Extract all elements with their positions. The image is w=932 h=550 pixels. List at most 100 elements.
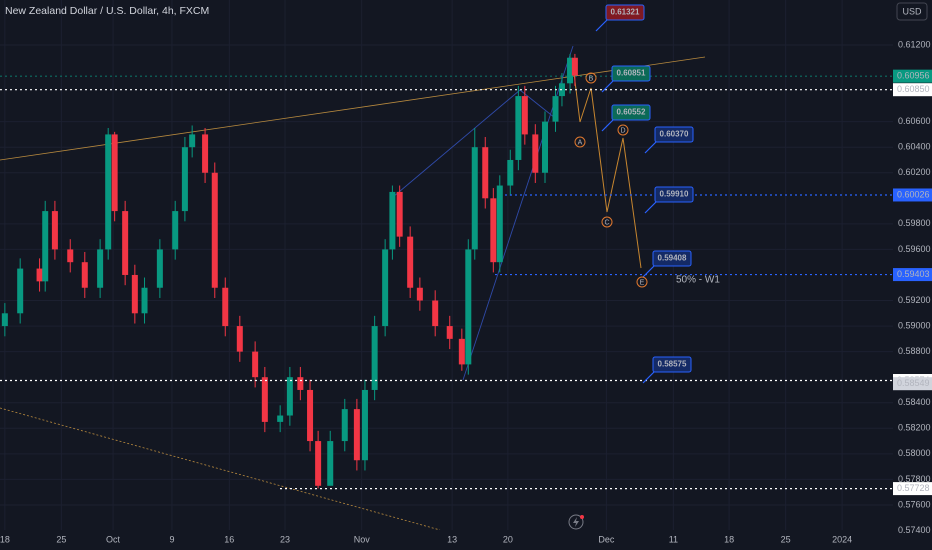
candle-body xyxy=(156,249,163,288)
candle-body xyxy=(389,191,396,250)
price-tag xyxy=(893,83,932,97)
x-tick-label: 18 xyxy=(0,534,10,544)
candle-body xyxy=(507,159,514,186)
x-tick-label: 13 xyxy=(447,534,457,544)
currency-button[interactable] xyxy=(896,2,928,21)
y-tick-label: 0.57800 xyxy=(898,474,931,484)
x-tick-label: 9 xyxy=(169,534,174,544)
candle-body xyxy=(307,389,314,442)
candle-body xyxy=(181,147,188,212)
candle-body xyxy=(36,268,43,282)
currency-label[interactable]: USD xyxy=(902,6,922,16)
trend-line xyxy=(0,407,441,531)
x-tick-label: Oct xyxy=(106,534,121,544)
candle-body xyxy=(361,389,368,461)
x-tick-label: 25 xyxy=(56,534,66,544)
y-tick-label: 0.61200 xyxy=(898,39,931,49)
price-tag xyxy=(893,268,932,282)
annotation-label: 0.60552 xyxy=(617,108,646,117)
wave-marker xyxy=(585,72,597,84)
annotation-label: 0.61321 xyxy=(611,8,640,17)
price-tag xyxy=(893,377,932,391)
alert-icon[interactable] xyxy=(568,514,584,530)
y-tick-label: 0.58400 xyxy=(898,397,931,407)
y-tick-label: 0.60200 xyxy=(898,167,931,177)
x-tick-label: Dec xyxy=(598,534,615,544)
channel-line xyxy=(392,89,521,198)
annotation-box xyxy=(654,186,694,203)
candle-body xyxy=(286,377,293,416)
price-tag-label: 0.59403 xyxy=(897,269,930,279)
candle-body xyxy=(211,172,218,288)
y-tick-label: 0.60400 xyxy=(898,142,931,152)
x-tick-label: Nov xyxy=(354,534,371,544)
price-tag xyxy=(893,482,932,496)
candle-body xyxy=(521,96,528,135)
candle-body xyxy=(42,211,49,282)
x-tick-label: 18 xyxy=(724,534,734,544)
annotation-label: 0.58575 xyxy=(658,360,687,369)
candle-body xyxy=(458,338,465,365)
annotation-label: 0.59910 xyxy=(660,190,689,199)
annotation-label: 0.60851 xyxy=(617,69,646,78)
annotation-box xyxy=(611,104,651,121)
wave-marker xyxy=(574,136,586,148)
price-tag xyxy=(893,69,932,83)
candle-body xyxy=(396,191,403,237)
y-tick-label: 0.59600 xyxy=(898,244,931,254)
wave-label: E xyxy=(640,279,645,286)
candle-body xyxy=(490,198,497,263)
candle-body xyxy=(81,262,88,288)
candle-body xyxy=(67,249,74,263)
y-tick-label: 0.58200 xyxy=(898,423,931,433)
annotation-pointer xyxy=(595,18,609,32)
candle-body xyxy=(1,313,8,327)
candle-body xyxy=(515,96,522,160)
candles xyxy=(1,53,578,489)
annotation-pointer xyxy=(642,264,656,278)
candle-body xyxy=(432,300,439,327)
candle-body xyxy=(341,409,348,442)
candle-body xyxy=(236,326,243,352)
wave-label: B xyxy=(589,75,594,82)
candle-body xyxy=(407,236,414,288)
wave-marker xyxy=(601,216,613,228)
candle-body xyxy=(122,211,129,275)
x-tick-label: 16 xyxy=(224,534,234,544)
x-tick-label: 11 xyxy=(669,534,678,544)
candle-body xyxy=(111,134,118,212)
annotation-pointer xyxy=(644,140,658,154)
wave-path xyxy=(572,64,642,269)
overlay: 0.61321 0.60851 0.60552 0.60370 0.59910 0.594… xyxy=(0,4,893,490)
annotation-label: 0.60370 xyxy=(660,130,689,139)
candle-body xyxy=(172,211,179,250)
annotation-box xyxy=(652,250,692,267)
x-tick-label: 2024 xyxy=(832,534,852,544)
y-tick-label: 0.57600 xyxy=(898,499,931,509)
annotation-pointer xyxy=(644,200,658,214)
candle-body xyxy=(17,268,24,314)
candle-body xyxy=(297,377,304,390)
axes: 0.61200 0.60600 0.60400 0.60200 0.59800 0.596… xyxy=(0,39,932,544)
candle-body xyxy=(222,287,229,327)
candle-body xyxy=(261,377,268,422)
candle-body xyxy=(315,441,322,486)
candle-body xyxy=(252,351,259,378)
annotation-label: 0.59408 xyxy=(658,254,687,263)
alert-dot xyxy=(580,515,584,519)
candle-body xyxy=(189,134,196,148)
price-tag-label: 0.58549 xyxy=(897,378,930,388)
price-tag-label: 0.60026 xyxy=(897,189,930,199)
wave-marker xyxy=(617,124,629,136)
annotation-box xyxy=(605,4,645,21)
price-tag-label: 0.60850 xyxy=(897,84,930,94)
fib-label: 50% - W1 xyxy=(676,275,720,286)
candle-body xyxy=(131,274,138,314)
y-tick-label: 0.59800 xyxy=(898,218,931,228)
candle-body xyxy=(571,57,578,76)
candle-body xyxy=(97,249,104,288)
x-tick-label: 20 xyxy=(503,534,513,544)
candle-body xyxy=(471,147,478,250)
candle-body xyxy=(496,185,503,263)
